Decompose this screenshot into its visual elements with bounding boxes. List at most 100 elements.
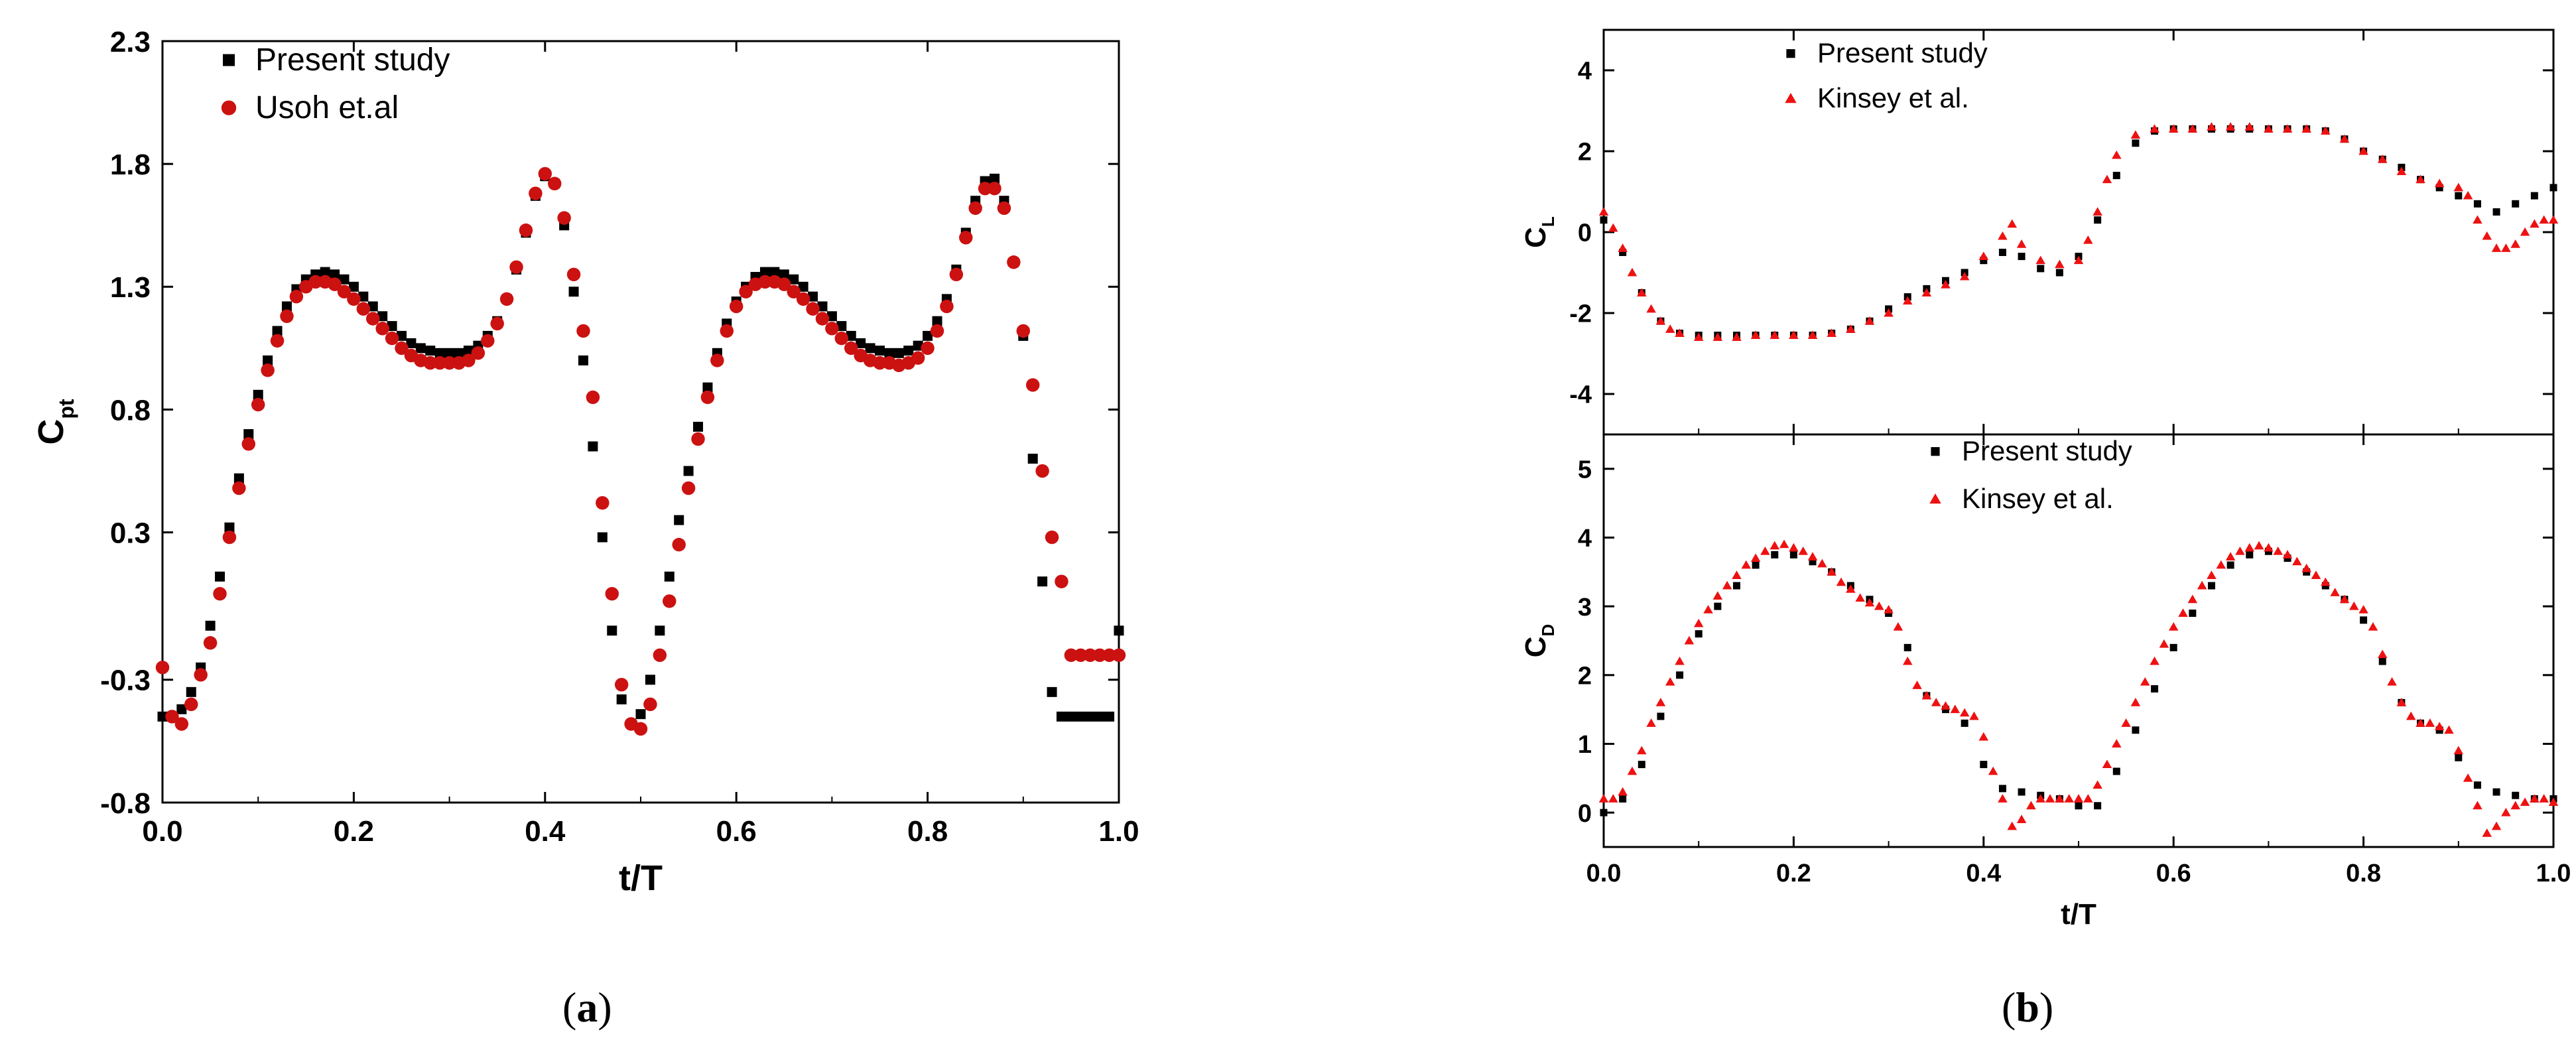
- data-point: [1864, 316, 1875, 325]
- data-point: [893, 348, 904, 358]
- data-point: [375, 322, 389, 336]
- data-point: [2016, 239, 2027, 248]
- legend-marker: [1785, 92, 1797, 103]
- data-point: [566, 267, 581, 282]
- data-point: [2339, 134, 2350, 143]
- data-point: [674, 515, 684, 525]
- data-point: [2226, 561, 2234, 569]
- data-point: [243, 429, 254, 440]
- data-point: [808, 291, 818, 302]
- data-point: [2035, 794, 2045, 803]
- data-point: [2112, 150, 2122, 159]
- data-point: [1035, 464, 1049, 478]
- data-point: [1980, 257, 1988, 265]
- data-point: [2387, 677, 2397, 686]
- y-tick-label: -4: [1569, 381, 1592, 409]
- data-point: [213, 586, 227, 601]
- data-point: [968, 201, 982, 216]
- data-point: [444, 348, 455, 358]
- data-point: [2178, 608, 2188, 617]
- data-point: [2018, 788, 2026, 796]
- data-point: [1912, 681, 1922, 689]
- data-point: [1094, 711, 1105, 722]
- data-point: [2444, 725, 2454, 734]
- data-point: [1846, 324, 1856, 333]
- y-tick-label: 0.3: [110, 517, 151, 549]
- data-point: [366, 312, 380, 326]
- data-point: [1618, 787, 1628, 796]
- data-point: [2168, 124, 2179, 133]
- data-point: [2282, 124, 2293, 133]
- data-point: [2150, 124, 2159, 133]
- data-point: [836, 321, 847, 332]
- data-point: [2016, 814, 2027, 823]
- data-point: [155, 661, 170, 675]
- y-tick-label: -0.8: [100, 787, 151, 820]
- data-point: [2512, 200, 2520, 208]
- data-point: [997, 201, 1011, 216]
- legend: Present study Usoh et.al: [221, 42, 450, 125]
- data-point: [406, 338, 417, 348]
- y-tick-label: 5: [1578, 456, 1592, 484]
- data-point: [1969, 711, 1979, 720]
- data-point: [932, 316, 942, 326]
- data-point: [358, 291, 369, 302]
- data-point: [2189, 610, 2197, 618]
- legend-label: Present study: [1817, 37, 1988, 68]
- data-point: [2463, 190, 2473, 200]
- data-point: [2055, 269, 2063, 277]
- data-point: [330, 269, 340, 280]
- y-tick-label: 2: [1578, 663, 1592, 690]
- data-point: [1045, 530, 1059, 545]
- data-point: [1980, 761, 1988, 769]
- data-point: [2301, 124, 2311, 133]
- data-point: [1665, 324, 1675, 333]
- data-point: [339, 274, 350, 285]
- data-point: [1676, 671, 1684, 679]
- data-point: [1732, 570, 1742, 579]
- data-point: [959, 231, 973, 245]
- data-point: [1703, 605, 1713, 614]
- data-point: [1075, 711, 1086, 722]
- data-point: [367, 301, 378, 312]
- data-point: [270, 334, 285, 348]
- data-point: [538, 166, 552, 181]
- data-point: [2548, 797, 2559, 807]
- data-point: [387, 321, 397, 332]
- y-tick-label: -0.3: [100, 665, 151, 697]
- data-point: [2360, 616, 2368, 624]
- y-axis-label: CL: [1519, 216, 1558, 248]
- data-point: [222, 530, 237, 545]
- data-point: [2073, 794, 2084, 803]
- caption-a: (a): [562, 984, 612, 1031]
- data-point: [635, 709, 646, 720]
- chart-b-bottom: 0.0 0.2 0.4 0.6 0.8 1.0 0 1 2 3 4 5 t/T CD Present stu…: [1519, 433, 2571, 931]
- data-point: [1695, 630, 1703, 638]
- data-point: [2549, 184, 2557, 192]
- data-point: [1047, 686, 1057, 697]
- data-point: [1817, 558, 1827, 568]
- series-kinsey-et-al-: [1598, 122, 2559, 342]
- data-point: [2530, 794, 2540, 803]
- data-point: [815, 312, 830, 326]
- data-point: [557, 211, 571, 225]
- data-point: [787, 285, 801, 298]
- data-point: [2520, 797, 2530, 807]
- data-point: [1600, 216, 1608, 224]
- y-tick-label: 1.3: [110, 271, 151, 304]
- data-point: [1732, 332, 1742, 342]
- data-point: [796, 292, 810, 306]
- data-point: [700, 390, 715, 405]
- series-present-study: [1600, 547, 2557, 816]
- data-point: [2415, 718, 2425, 727]
- data-point: [2510, 239, 2520, 248]
- data-point: [2501, 807, 2511, 816]
- data-point: [1998, 794, 2008, 803]
- data-point: [758, 275, 772, 289]
- data-point: [2035, 255, 2045, 265]
- data-point: [2377, 649, 2388, 659]
- data-point: [2150, 656, 2159, 665]
- data-point: [789, 274, 799, 285]
- y-axis-label-subscript: L: [1538, 216, 1558, 227]
